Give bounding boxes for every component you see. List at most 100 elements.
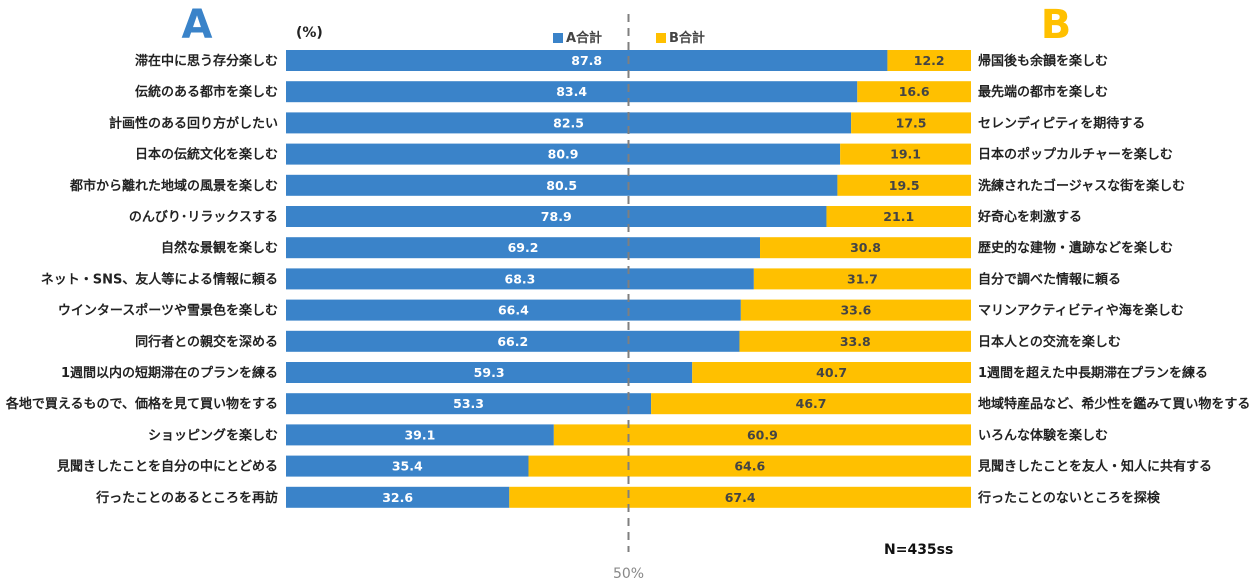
category-label-a: 見聞きしたことを自分の中にとどめる: [56, 459, 278, 475]
bar-b: [740, 299, 971, 321]
bar-b: [760, 237, 971, 259]
legend-label-a: A合計: [566, 30, 602, 46]
category-label-a: ネット・SNS、友人等による情報に頼る: [41, 271, 278, 287]
value-label-a: 32.6: [382, 490, 413, 505]
category-label-b: マリンアクティビティや海を楽しむ: [978, 303, 1184, 319]
value-label-b: 40.7: [816, 365, 847, 380]
bar-row: 68.3 31.7 ネット・SNS、友人等による情報に頼る 自分で調べた情報に頼る: [41, 268, 1121, 290]
category-label-b: 見聞きしたことを友人・知人に共有する: [977, 459, 1212, 475]
bar-rows: 87.8 12.2 滞在中に思う存分楽しむ 帰国後も余韻を楽しむ 83.4 16.6 伝統の…: [5, 50, 1250, 508]
value-label-a: 80.9: [548, 147, 579, 162]
bar-b: [509, 486, 971, 508]
category-label-b: 日本のポップカルチャーを楽しむ: [978, 147, 1173, 163]
value-label-b: 67.4: [725, 490, 756, 505]
bar-row: 78.9 21.1 のんびり･リラックスする 好奇心を刺激する: [129, 206, 1082, 227]
category-label-b: 地域特産品など、希少性を鑑みて買い物をする: [978, 396, 1250, 412]
value-label-a: 83.4: [556, 84, 587, 99]
category-label-a: 都市から離れた地域の風景を楽しむ: [69, 178, 278, 194]
title-letter-a: A: [182, 2, 213, 48]
unit-label: (%): [296, 25, 323, 41]
category-label-b: 日本人との交流を楽しむ: [978, 334, 1121, 350]
category-label-b: 最先端の都市を楽しむ: [978, 84, 1108, 100]
value-label-b: 31.7: [847, 271, 878, 286]
bar-b: [528, 455, 971, 477]
value-label-b: 16.6: [899, 84, 930, 99]
bar-a: [286, 206, 827, 227]
value-label-a: 53.3: [453, 396, 484, 411]
bar-b: [857, 81, 971, 103]
category-label-a: ウインタースポーツや雪景色を楽しむ: [58, 303, 278, 319]
category-label-a: 日本の伝統文化を楽しむ: [135, 147, 278, 163]
value-label-a: 66.2: [497, 334, 528, 349]
bar-b: [840, 143, 971, 165]
bar-row: 39.1 60.9 ショッピングを楽しむ いろんな体験を楽しむ: [148, 424, 1108, 446]
bar-row: 53.3 46.7 各地で買えるもので、価格を見て買い物をする 地域特産品など、希少性…: [5, 393, 1250, 415]
bar-row: 35.4 64.6 見聞きしたことを自分の中にとどめる 見聞きしたことを友人・知人に共…: [56, 455, 1212, 477]
bar-a: [286, 393, 652, 415]
bar-row: 69.2 30.8 自然な景観を楽しむ 歴史的な建物・遺跡などを楽しむ: [161, 237, 1173, 259]
bar-row: 82.5 17.5 計画性のある回り方がしたい セレンディピティを期待する: [109, 112, 1145, 134]
bar-b: [753, 268, 971, 290]
bar-a: [286, 455, 529, 477]
bar-a: [286, 112, 852, 134]
sample-size-note: N=435ss: [884, 542, 953, 558]
bar-a: [286, 330, 740, 352]
bar-row: 80.5 19.5 都市から離れた地域の風景を楽しむ 洗練されたゴージャスな街を楽しむ: [69, 174, 1185, 196]
category-label-b: 洗練されたゴージャスな街を楽しむ: [978, 178, 1185, 194]
value-label-a: 35.4: [392, 459, 423, 474]
value-label-a: 69.2: [508, 240, 539, 255]
bar-row: 32.6 67.4 行ったことのあるところを再訪 行ったことのないところを探検: [95, 486, 1161, 508]
category-label-a: 計画性のある回り方がしたい: [109, 115, 278, 131]
bar-row: 59.3 40.7 1週間以内の短期滞在のプランを練る 1週間を超えた中長期滞在プラン…: [61, 362, 1208, 383]
legend-label-b: B合計: [669, 30, 705, 46]
value-label-a: 39.1: [404, 427, 435, 442]
bar-row: 80.9 19.1 日本の伝統文化を楽しむ 日本のポップカルチャーを楽しむ: [135, 143, 1173, 165]
category-label-b: セレンディピティを期待する: [978, 115, 1145, 131]
legend-swatch-a: [553, 33, 563, 43]
category-label-a: ショッピングを楽しむ: [148, 427, 278, 443]
category-label-b: 1週間を超えた中長期滞在プランを練る: [978, 365, 1208, 381]
value-label-b: 19.1: [890, 147, 921, 162]
bar-b: [553, 424, 971, 446]
category-label-b: いろんな体験を楽しむ: [978, 427, 1108, 443]
value-label-a: 87.8: [571, 53, 602, 68]
bar-b: [651, 393, 971, 415]
category-label-a: 伝統のある都市を楽しむ: [135, 84, 278, 100]
bar-b: [739, 330, 971, 352]
value-label-b: 33.8: [840, 334, 871, 349]
title-letter-b: B: [1041, 2, 1072, 48]
category-label-b: 自分で調べた情報に頼る: [978, 271, 1121, 287]
bar-row: 66.4 33.6 ウインタースポーツや雪景色を楽しむ マリンアクティビティや海を楽し…: [58, 299, 1184, 321]
bar-a: [286, 174, 838, 196]
category-label-a: 各地で買えるもので、価格を見て買い物をする: [5, 396, 278, 412]
midline-label: 50%: [613, 566, 644, 582]
value-label-a: 78.9: [541, 209, 572, 224]
value-label-a: 59.3: [474, 365, 505, 380]
category-label-b: 歴史的な建物・遺跡などを楽しむ: [978, 240, 1173, 256]
category-label-a: のんびり･リラックスする: [129, 210, 278, 225]
bar-a: [286, 486, 510, 508]
category-label-b: 好奇心を刺激する: [977, 209, 1082, 225]
bar-a: [286, 299, 741, 321]
bar-a: [286, 143, 841, 165]
value-label-a: 82.5: [553, 115, 584, 130]
value-label-a: 80.5: [546, 178, 577, 193]
value-label-b: 17.5: [896, 115, 927, 130]
value-label-a: 68.3: [505, 271, 536, 286]
bar-a: [286, 50, 888, 71]
bar-b: [851, 112, 971, 134]
value-label-b: 60.9: [747, 427, 778, 442]
value-label-b: 21.1: [883, 209, 914, 224]
bar-b: [692, 362, 971, 383]
bar-a: [286, 362, 693, 383]
bar-row: 83.4 16.6 伝統のある都市を楽しむ 最先端の都市を楽しむ: [135, 81, 1108, 103]
bar-a: [286, 237, 761, 259]
category-label-b: 行ったことのないところを探検: [977, 490, 1161, 506]
value-label-b: 33.6: [840, 303, 871, 318]
bar-a: [286, 81, 858, 103]
category-label-a: 行ったことのあるところを再訪: [95, 490, 278, 506]
bar-a: [286, 268, 754, 290]
category-label-a: 自然な景観を楽しむ: [161, 240, 278, 256]
value-label-b: 19.5: [889, 178, 920, 193]
